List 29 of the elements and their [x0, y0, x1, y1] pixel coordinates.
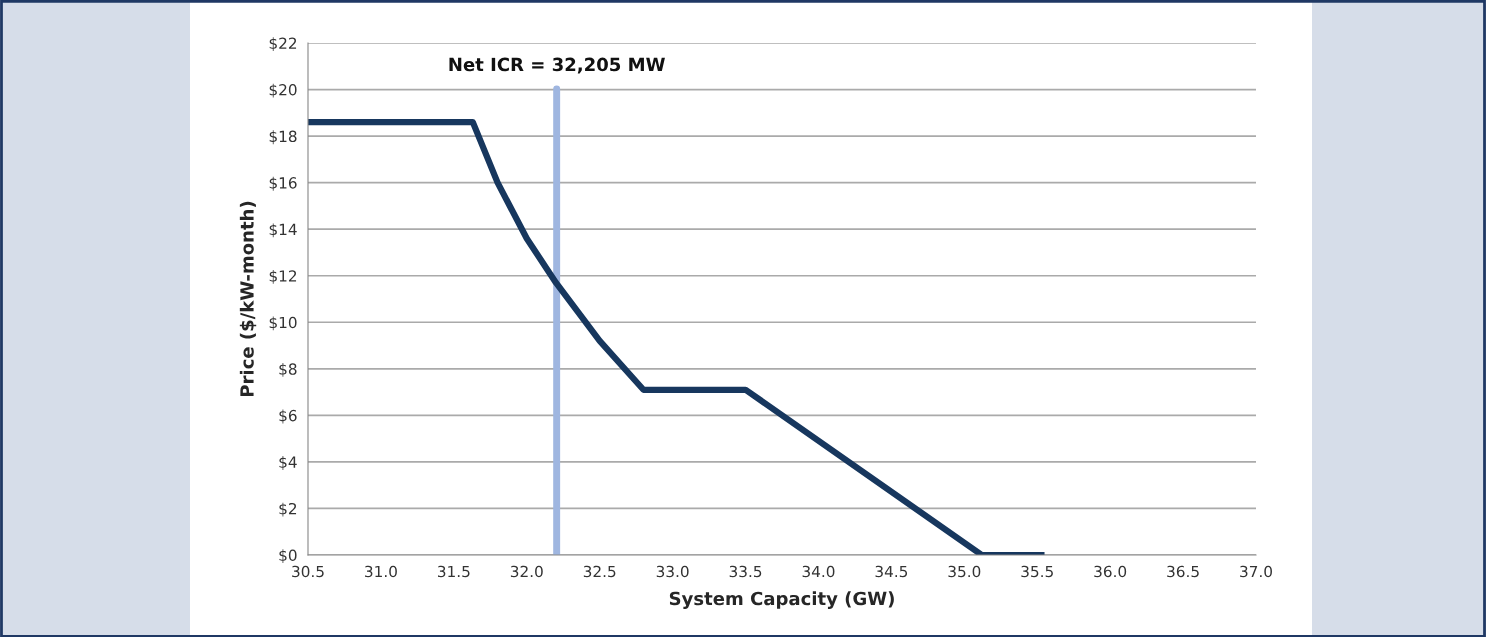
- y-tick-label: $8: [279, 363, 297, 377]
- x-tick-label: 34.0: [802, 565, 835, 578]
- x-tick-label: 32.0: [510, 565, 543, 578]
- y-tick-label: $2: [279, 502, 297, 517]
- x-tick-label: 36.5: [1167, 565, 1199, 578]
- y-tick-label: $18: [269, 130, 297, 145]
- x-tick-label: 36.0: [1094, 565, 1127, 578]
- x-tick-label: 32.5: [583, 565, 616, 578]
- y-tick-label: $14: [269, 223, 297, 238]
- y-tick-label: $4: [279, 456, 297, 470]
- y-tick-label: $6: [279, 409, 297, 424]
- y-tick-label: $0: [279, 549, 297, 564]
- x-tick-label: 33.5: [729, 565, 762, 578]
- x-tick-label: 30.5: [292, 565, 324, 578]
- y-tick-label: $20: [269, 83, 297, 98]
- x-tick-label: 35.0: [948, 565, 981, 578]
- x-tick-label: 34.5: [875, 565, 908, 578]
- y-tick-label: $10: [269, 316, 297, 331]
- x-tick-label: 31.0: [365, 565, 397, 578]
- x-tick-label: 33.0: [656, 565, 689, 578]
- y-axis-title: Price ($/kW-month): [239, 201, 257, 397]
- x-tick-label: 37.0: [1240, 565, 1272, 578]
- x-axis-title: System Capacity (GW): [669, 591, 894, 609]
- y-tick-label: $22: [269, 37, 297, 52]
- ref-line-label: Net ICR = 32,205 MW: [449, 57, 665, 74]
- y-tick-label: $12: [269, 269, 297, 284]
- x-tick-label: 31.5: [438, 565, 470, 578]
- y-tick-label: $16: [269, 176, 297, 191]
- x-tick-label: 35.5: [1021, 565, 1053, 578]
